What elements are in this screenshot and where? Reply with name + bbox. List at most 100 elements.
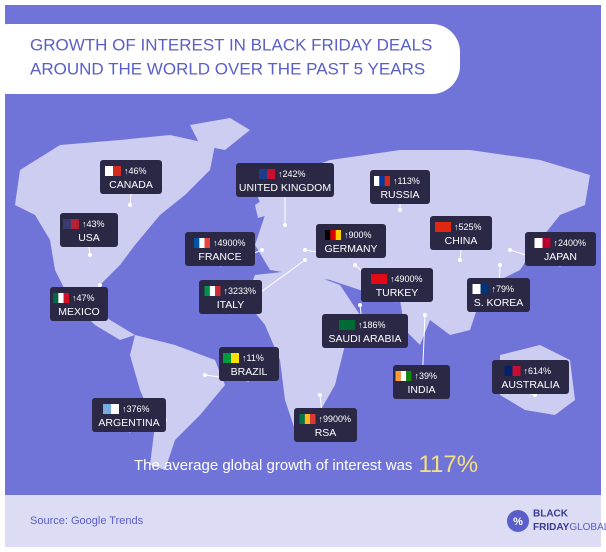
flag-stripe (209, 286, 216, 296)
flag-stripe (542, 238, 551, 248)
pointer-dot (88, 253, 92, 257)
logo-suffix: GLOBAL (569, 522, 606, 533)
country-label: ↑900% GERMANY (303, 224, 386, 259)
flag-stripe (325, 230, 331, 240)
country-label: ↑9900% RSA (294, 393, 357, 443)
flag-stripe (63, 219, 71, 229)
country-name: RUSSIA (380, 189, 419, 201)
logo-line: FRIDAYGLOBAL (533, 522, 606, 533)
pointer-dot (498, 263, 502, 267)
country-name: FRANCE (198, 251, 241, 263)
country-label: ↑3233% ITALY (199, 258, 307, 315)
country-label: ↑614% AUSTRALIA (492, 360, 569, 397)
country-name: CHINA (445, 235, 478, 247)
flag-stripe (310, 414, 316, 424)
title-line: GROWTH OF INTEREST IN BLACK FRIDAY DEALS (30, 35, 432, 54)
flag-stripe (379, 176, 385, 186)
summary-label: The average global growth of interest wa… (134, 457, 413, 474)
country-name: SAUDI ARABIA (329, 333, 402, 345)
pointer-dot (98, 283, 102, 287)
flag-stripe (53, 293, 59, 303)
country-name: INDIA (407, 384, 435, 396)
flag-stripe (374, 176, 380, 186)
country-name: ARGENTINA (98, 417, 159, 429)
flag-stripe (395, 371, 401, 381)
flag-stripe (223, 353, 231, 363)
country-label: ↑525% CHINA (430, 216, 492, 262)
country-name: UNITED KINGDOM (239, 182, 331, 194)
flag-stripe (231, 353, 239, 363)
source: Source: Google Trends (30, 515, 144, 527)
flag-stripe (113, 166, 121, 176)
country-name: ITALY (217, 299, 245, 311)
growth: ↑11% (242, 353, 264, 363)
logo-line: BLACK (533, 509, 569, 520)
growth: ↑43% (82, 219, 105, 229)
title-box (0, 24, 460, 94)
flag-stripe (534, 238, 543, 248)
flag-stripe (204, 286, 210, 296)
logo-symbol: % (513, 516, 523, 528)
flag-stripe (330, 230, 336, 240)
pointer-dot (318, 393, 322, 397)
flag-stripe (204, 238, 210, 248)
growth: ↑376% (122, 404, 150, 414)
country-labels: ↑46% CANADA ↑242% UNITED KINGDOM ↑113% RUSSIA… (50, 160, 596, 443)
country-label: ↑2400% JAPAN (508, 232, 596, 267)
flag-stripe (512, 366, 521, 376)
country-name: RSA (315, 427, 337, 439)
flag-stripe (435, 222, 451, 232)
country-label: ↑186% SAUDI ARABIA (322, 303, 408, 349)
flag-stripe (384, 176, 390, 186)
growth: ↑4900% (213, 238, 246, 248)
growth: ↑79% (492, 284, 515, 294)
country-label: ↑376% ARGENTINA (92, 398, 167, 433)
pointer-dot (128, 203, 132, 207)
pointer-dot (358, 303, 362, 307)
footer-bar (5, 495, 601, 547)
flag-stripe (58, 293, 64, 303)
flag-stripe (199, 238, 205, 248)
pointer-dot (303, 248, 307, 252)
growth: ↑2400% (554, 238, 587, 248)
country-label: ↑242% UNITED KINGDOM (236, 163, 334, 227)
country-name: CANADA (109, 179, 153, 191)
country-label: ↑47% MEXICO (50, 283, 108, 322)
country-name: JAPAN (544, 251, 577, 263)
country-label: ↑79% S. KOREA (467, 263, 530, 313)
country-label: ↑39% INDIA (393, 313, 450, 400)
pointer-dot (303, 258, 307, 262)
country-label: ↑43% USA (60, 213, 118, 257)
country-name: S. KOREA (474, 297, 524, 309)
title-line: AROUND THE WORLD OVER THE PAST 5 YEARS (30, 59, 425, 78)
flag-stripe (480, 284, 489, 294)
summary-value: 117% (418, 451, 478, 478)
growth: ↑39% (415, 371, 438, 381)
country-name: GERMANY (324, 243, 377, 255)
growth: ↑113% (393, 176, 420, 186)
pointer-dot (508, 248, 512, 252)
growth: ↑46% (124, 166, 147, 176)
country-name: MEXICO (58, 306, 99, 318)
pointer-dot (398, 208, 402, 212)
flag-stripe (105, 166, 113, 176)
flag-stripe (371, 274, 387, 284)
pointer-dot (353, 263, 357, 267)
summary-text: The average global growth of interest wa… (134, 451, 478, 478)
country-name: BRAZIL (231, 366, 268, 378)
flag-stripe (111, 404, 119, 414)
country-name: AUSTRALIA (501, 379, 559, 391)
country-label: ↑113% RUSSIA (370, 170, 430, 212)
growth: ↑900% (344, 230, 372, 240)
pointer-dot (423, 313, 427, 317)
country-name: TURKEY (376, 287, 419, 299)
logo-line: FRIDAY (533, 522, 570, 533)
flag-stripe (335, 230, 341, 240)
country-label: ↑4900% FRANCE (185, 232, 264, 267)
country-name: USA (78, 232, 100, 244)
flag-stripe (406, 371, 412, 381)
growth: ↑525% (454, 222, 482, 232)
flag-stripe (194, 238, 200, 248)
growth: ↑242% (278, 169, 306, 179)
